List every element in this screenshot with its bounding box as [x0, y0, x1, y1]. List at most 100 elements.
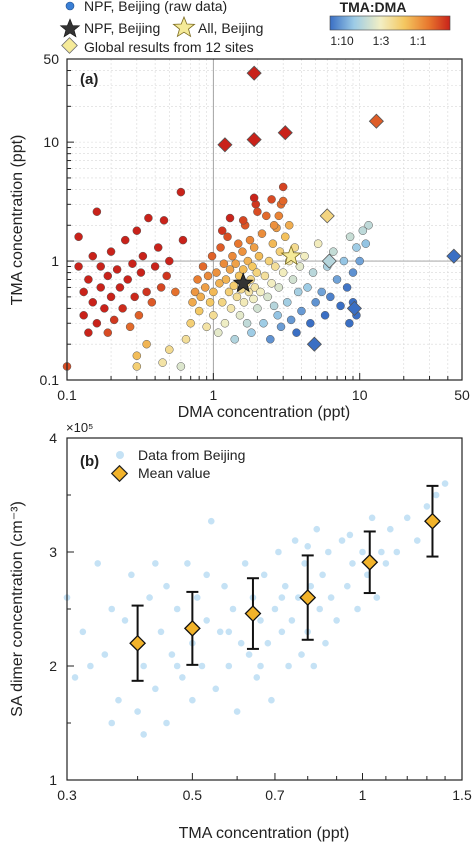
npf-raw-point — [342, 283, 352, 292]
npf-raw-point — [253, 304, 262, 313]
npf-raw-point — [142, 287, 151, 297]
all-beijing-star — [280, 244, 302, 266]
beijing-data-point — [71, 674, 79, 681]
npf-raw-point — [226, 304, 236, 313]
npf-raw-point — [273, 311, 282, 320]
beijing-data-point — [108, 719, 116, 727]
npf-raw-point — [250, 283, 260, 292]
beijing-data-point — [157, 628, 165, 636]
beijing-data-point — [344, 582, 351, 590]
legend-all-star — [172, 15, 196, 38]
x-tick-label: 1 — [359, 787, 367, 803]
npf-raw-point — [262, 211, 271, 221]
npf-raw-point — [181, 335, 191, 344]
npf-raw-point — [231, 259, 240, 268]
beijing-data-point — [121, 617, 129, 624]
beijing-data-point — [229, 605, 237, 613]
npf-raw-point — [269, 221, 279, 230]
npf-raw-point — [317, 287, 326, 297]
npf-raw-point — [158, 358, 167, 367]
beijing-data-point — [184, 560, 191, 567]
npf-raw-point — [358, 226, 368, 235]
npf-raw-point — [188, 298, 197, 307]
panel-b-ylabel: SA dimer concentration (cm⁻³) — [9, 501, 26, 717]
beijing-data-point — [237, 639, 245, 647]
legend-b-mean-label: Mean value — [138, 465, 211, 481]
npf-raw-point — [217, 298, 227, 307]
panel-a-frame — [66, 58, 463, 381]
npf-raw-point — [176, 187, 186, 197]
x-tick-label: 10 — [352, 387, 368, 403]
npf-raw-point — [249, 193, 259, 203]
beijing-data-point — [173, 662, 181, 670]
npf-raw-point — [100, 304, 109, 313]
npf-raw-point — [336, 301, 345, 311]
npf-raw-point — [238, 216, 248, 225]
npf-raw-point — [79, 287, 88, 297]
npf-raw-point — [259, 319, 268, 328]
beijing-data-point — [212, 685, 220, 693]
y-tick-label: 1 — [51, 253, 59, 269]
npf-raw-point — [219, 259, 229, 268]
beijing-data-point — [168, 651, 176, 658]
npf-raw-point — [194, 306, 204, 316]
beijing-data-point — [216, 628, 224, 636]
colorbar-tick-1: 1:10 — [330, 34, 354, 48]
beijing-data-point — [368, 514, 376, 522]
npf-raw-point — [256, 287, 265, 297]
npf-raw-point — [128, 259, 137, 268]
beijing-data-point — [441, 480, 449, 487]
beijing-data-point — [152, 685, 159, 693]
beijing-data-point — [288, 617, 296, 624]
beijing-data-point — [203, 571, 210, 579]
beijing-data-point — [152, 560, 159, 567]
npf-raw-point — [352, 243, 361, 252]
npf-raw-point — [103, 328, 113, 337]
panel-a-ylabel: TMA concentration (ppt) — [9, 135, 26, 306]
npf-raw-point — [136, 268, 146, 277]
npf-raw-point — [292, 328, 301, 337]
npf-raw-point — [238, 247, 247, 256]
beijing-data-point — [253, 674, 261, 681]
npf-raw-point — [165, 256, 174, 266]
npf-raw-point — [213, 328, 223, 337]
npf-raw-point — [274, 283, 284, 292]
beijing-data-point — [403, 514, 411, 522]
beijing-data-point — [94, 560, 102, 567]
y-tick-label: 3 — [49, 544, 57, 560]
x-tick-label: 0.7 — [265, 787, 285, 803]
npf-raw-point — [308, 268, 318, 277]
npf-raw-point — [311, 298, 320, 307]
npf-raw-point — [228, 251, 237, 261]
beijing-data-point — [285, 662, 292, 670]
beijing-data-point — [307, 582, 315, 590]
npf-raw-point — [217, 226, 227, 235]
npf-raw-point — [74, 232, 83, 242]
npf-raw-point — [165, 345, 174, 354]
y-tick-label: 10 — [43, 134, 59, 150]
global-site-point — [321, 253, 337, 269]
npf-raw-point — [264, 256, 274, 266]
panel-a: 0.1 1 10 50 0.1 1 10 50 (a) DMA concentration (… — [9, 51, 470, 421]
legend-b-mean-marker — [110, 464, 129, 483]
beijing-data-point — [393, 548, 401, 556]
npf-raw-point — [288, 275, 298, 284]
npf-raw-point — [348, 268, 358, 277]
global-site-point — [346, 300, 362, 316]
beijing-data-point — [278, 594, 286, 601]
beijing-data-point — [189, 696, 196, 704]
beijing-data-point — [316, 605, 323, 613]
beijing-data-point — [173, 605, 181, 613]
npf-raw-point — [196, 292, 205, 302]
colorbar-tick-2: 1:3 — [373, 34, 390, 48]
npf-raw-point — [326, 292, 335, 302]
panel-b-frame — [66, 437, 463, 781]
beijing-data-point — [245, 651, 253, 658]
npf-raw-point — [92, 319, 102, 328]
panel-b-points — [63, 480, 449, 738]
npf-raw-point — [293, 287, 303, 297]
beijing-data-point — [225, 628, 233, 636]
npf-raw-point — [193, 275, 202, 284]
npf-raw-point — [198, 262, 208, 271]
y-tick-label: 4 — [49, 430, 57, 446]
